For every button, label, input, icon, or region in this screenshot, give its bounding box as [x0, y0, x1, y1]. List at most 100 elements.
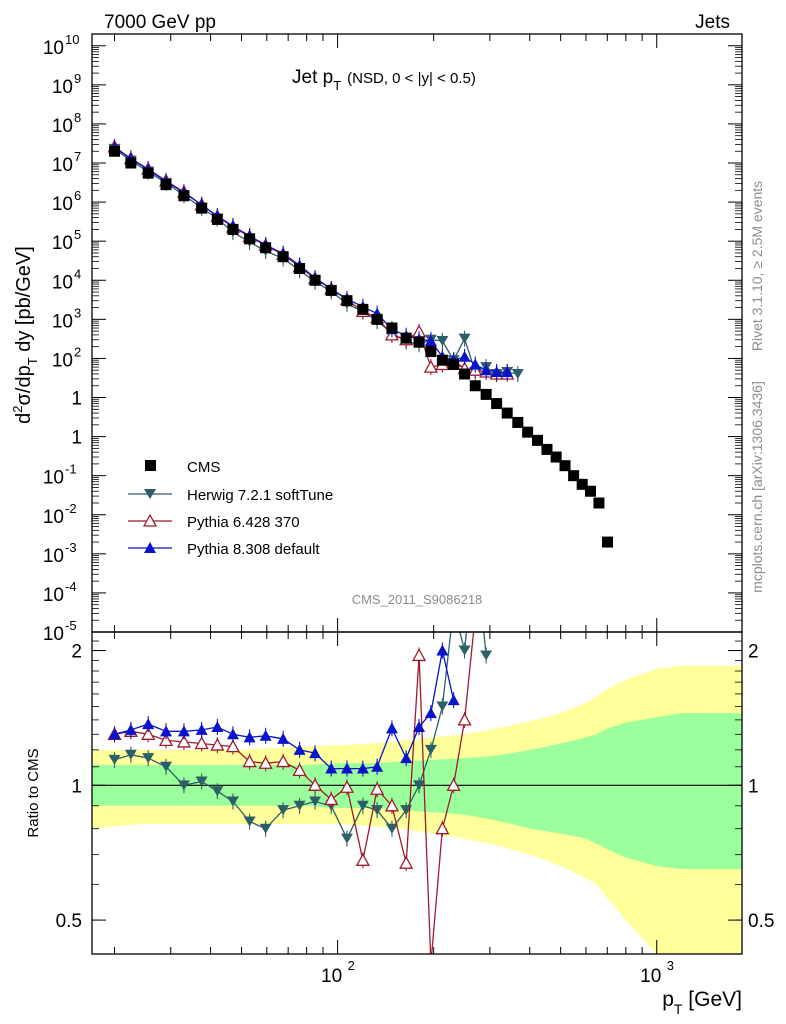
pythia8-line [114, 146, 508, 373]
cms-point [501, 407, 513, 419]
pythia6-ratio-point [242, 754, 257, 768]
y-tick-label-top: 10 [43, 624, 64, 645]
pythia8-point [424, 334, 437, 346]
ratio-panel-series [107, 537, 493, 954]
cms-point [491, 398, 503, 410]
pythia8-ratio-point [436, 644, 449, 656]
pythia8-ratio-point [385, 722, 398, 734]
pythia6-ratio-point [339, 779, 355, 793]
y-tick-label-top-exponent: 7 [74, 149, 81, 164]
y-tick-label-top: 10 [43, 507, 64, 528]
header-right: Jets [695, 12, 730, 33]
cms-point [593, 497, 605, 509]
y-tick-label-top-exponent: -2 [65, 501, 77, 516]
herwig-point [511, 368, 524, 379]
pythia6-ratio-point [435, 821, 450, 835]
pythia6-ratio-point [324, 792, 339, 806]
y-tick-label-top: 10 [52, 272, 73, 293]
pythia8-ratio-point [243, 731, 256, 743]
pythia6-line [114, 146, 508, 375]
herwig-ratio-point [371, 805, 384, 816]
legend-marker-cms [145, 460, 156, 471]
cms-point [531, 434, 543, 446]
cms-point [584, 485, 596, 497]
cms-point [260, 242, 272, 254]
pythia6-ratio-point [411, 648, 427, 662]
y-tick-label-top: 10 [52, 233, 73, 254]
cms-point [196, 202, 208, 214]
herwig-ratio-group [108, 537, 493, 847]
y-axis-label-bottom: Ratio to CMS [25, 748, 42, 837]
pythia6-ratio-point [446, 777, 461, 791]
pythia6-ratio-point [258, 755, 273, 769]
legend-label-herwig: Herwig 7.2.1 softTune [187, 487, 333, 504]
y-tick-label-top: 10 [43, 38, 64, 59]
pythia8-ratio-point [160, 725, 173, 737]
x-axis-label: pT [GeV] [662, 988, 742, 1017]
pythia6-ratio-point [384, 798, 400, 812]
cms-point [341, 295, 353, 307]
cms-point [160, 179, 172, 191]
pythia6-ratio-point [370, 781, 385, 795]
pythia8-ratio-point [400, 752, 413, 764]
herwig-ratio-point [108, 754, 121, 765]
y-tick-label-top: 10 [43, 546, 64, 567]
herwig-ratio-point [243, 816, 256, 827]
pythia6-group [107, 138, 515, 382]
y-axis-label-top: d2σ/dpT dy [pb/GeV] [10, 246, 40, 424]
y-tick-label-bottom: 0.5 [56, 911, 82, 932]
y-tick-label-top: 10 [52, 116, 73, 137]
pythia6-ratio-point [307, 777, 323, 791]
pythia6-ratio-point [399, 855, 414, 869]
pythia6-ratio-point [158, 733, 174, 747]
y-tick-label-bottom: 1 [71, 776, 82, 797]
herwig-ratio-point [458, 645, 471, 656]
pythia6-ratio-point [176, 734, 192, 748]
top-panel-series [107, 138, 613, 548]
herwig-ratio-point [195, 776, 208, 787]
pythia8-ratio-point [293, 743, 306, 755]
side-label-mcplots: mcplots.cern.ch [arXiv:1306.3436] [749, 381, 765, 593]
cms-point [559, 460, 571, 472]
y-tick-label-top: 10 [52, 350, 73, 371]
y-tick-label-top-exponent: 9 [74, 71, 81, 86]
cms-point [294, 262, 306, 274]
cms-group [109, 145, 613, 548]
pythia6-ratio-point [292, 762, 307, 777]
legend-marker-pythia6 [142, 513, 158, 527]
pythia8-point [490, 365, 503, 377]
y-tick-label-top-exponent: 4 [74, 266, 81, 281]
cms-point [568, 470, 580, 482]
y-tick-label-top: 10 [52, 311, 73, 332]
cms-point [512, 416, 524, 428]
pythia6-ratio-point [457, 712, 472, 726]
pythia8-ratio-point [356, 762, 369, 774]
y-tick-label-bottom-right: 1 [748, 776, 759, 797]
pythia8-ratio-point [371, 760, 384, 772]
pythia8-ratio-point [340, 762, 353, 774]
herwig-ratio-point [356, 800, 369, 811]
pythia8-ratio-point [177, 725, 190, 737]
analysis-watermark: CMS_2011_S9086218 [352, 592, 483, 607]
x-tick-label-exponent: 3 [667, 958, 674, 973]
y-tick-label-top: 10 [52, 155, 73, 176]
herwig-ratio-point [424, 744, 437, 755]
pythia8-ratio-point [413, 720, 426, 732]
pythia6-point [423, 359, 438, 373]
pythia8-point [469, 358, 482, 370]
ratio-band-inner [92, 713, 742, 870]
cms-point [211, 213, 223, 225]
herwig-ratio-point [469, 537, 481, 547]
cms-point [459, 368, 471, 380]
pythia8-ratio-point [124, 723, 137, 735]
pythia8-ratio-point [309, 747, 322, 759]
herwig-ratio-point [340, 833, 353, 844]
ratio-panel-frame [91, 631, 743, 955]
cms-point [400, 332, 412, 344]
chart-title: Jet pT (NSD, 0 < |y| < 0.5) [292, 67, 476, 93]
cms-point [448, 358, 460, 370]
y-tick-label-top-exponent: 10 [65, 32, 79, 47]
herwig-ratio-point [277, 805, 290, 816]
pythia8-ratio-point [325, 762, 338, 774]
y-tick-label-top-exponent: -5 [65, 618, 77, 633]
